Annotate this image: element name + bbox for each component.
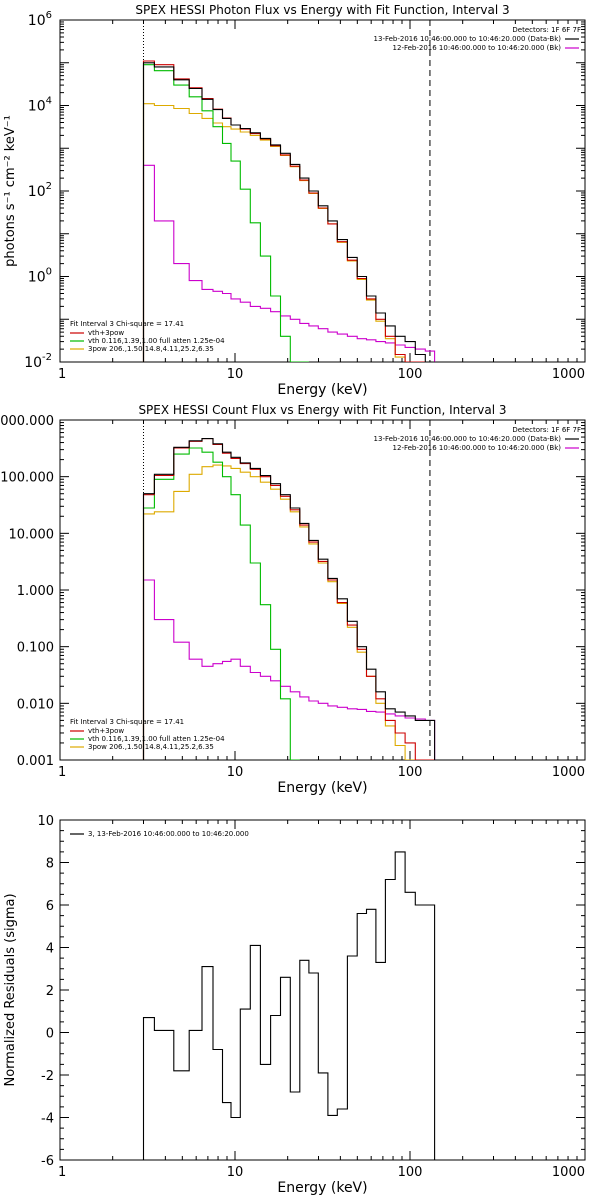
y-tick-label: 0.010 (17, 697, 54, 712)
x-tick-label: 100 (398, 1165, 423, 1180)
y-tick-base: 10 (28, 270, 46, 286)
y-tick-base: 10 (24, 355, 42, 371)
x-axis-label: Energy (keV) (277, 1180, 367, 1196)
series-vth-3pow (142, 60, 435, 362)
x-tick-label: 1000 (552, 367, 585, 382)
x-tick-label: 10 (227, 367, 244, 382)
y-tick-label: 2 (46, 984, 54, 999)
y-tick-label: 100 (28, 267, 52, 286)
y-tick-label: 8 (46, 857, 54, 872)
x-tick-label: 1000 (552, 765, 585, 780)
fit-info-line: vth+3pow (88, 329, 124, 337)
x-tick-label: 1 (58, 1165, 66, 1180)
legend-entry: 3, 13-Feb-2016 10:46:00.000 to 10:46:20.… (88, 830, 249, 838)
legend-entry: 13-Feb-2016 10:46:00.000 to 10:46:20.000… (374, 35, 562, 43)
series-3pow (142, 464, 435, 760)
y-axis-label: photons s⁻¹ cm⁻² keV⁻¹ (3, 115, 18, 267)
y-tick-label: 0.001 (17, 754, 54, 769)
plot-frame (59, 19, 586, 363)
series-vth (142, 64, 309, 362)
y-tick-label: 1000.000 (0, 414, 54, 429)
fit-info-line: vth 0.116,1.39,1.00 full atten 1.25e-04 (88, 735, 225, 743)
fit-info-line: vth+3pow (88, 727, 124, 735)
series-3-13-feb-2016-10-46-00-000-to-10-46-20-000 (142, 851, 436, 1160)
y-tick-label: 104 (28, 96, 52, 115)
y-tick-label: 10.000 (9, 527, 55, 542)
detectors-label: Detectors: 1F 6F 7F (512, 426, 581, 434)
y-tick-label: -4 (41, 1112, 54, 1127)
x-tick-label: 10 (227, 765, 244, 780)
y-tick-base: 10 (28, 13, 46, 29)
legend-entry: 12-Feb-2016 10:46:00.000 to 10:46:20.000… (393, 444, 562, 452)
x-tick-label: 100 (398, 367, 423, 382)
fit-info-line: 3pow 206.,1.50,14.8,4.11,25.2,6.35 (88, 345, 214, 353)
chart-title: SPEX HESSI Count Flux vs Energy with Fit… (138, 403, 506, 417)
y-tick-label: 102 (28, 181, 52, 200)
legend-entry: 13-Feb-2016 10:46:00.000 to 10:46:20.000… (374, 435, 562, 443)
series-bk (142, 579, 436, 760)
y-tick-label: 6 (46, 899, 54, 914)
y-tick-label: 0.100 (17, 641, 54, 656)
fit-info-header: Fit Interval 3 Chi-square = 17.41 (70, 718, 184, 726)
fit-info-line: vth 0.116,1.39,1.00 full atten 1.25e-04 (88, 337, 225, 345)
panel-count: 1 10 100 1000 Energy (keV) 0.001 0.010 0.100 1.0… (0, 403, 586, 796)
plot-frame (59, 819, 586, 1161)
series-data-bk (142, 438, 436, 760)
plot-frame (59, 419, 586, 761)
y-tick-label: 4 (46, 942, 54, 957)
y-tick-label: 1.000 (17, 584, 54, 599)
x-tick-label: 1 (58, 367, 66, 382)
series-bk (142, 164, 436, 362)
y-tick-exp: 2 (46, 181, 52, 192)
y-tick-exp: -2 (42, 352, 52, 363)
y-axis-label: Normalized Residuals (sigma) (3, 893, 18, 1086)
y-tick-exp: 0 (46, 267, 52, 278)
y-tick-label: -2 (41, 1069, 54, 1084)
y-tick-label: 10 (37, 814, 54, 829)
y-tick-base: 10 (28, 99, 46, 115)
series-vth (142, 447, 300, 760)
y-tick-label: 0 (46, 1027, 54, 1042)
chart-title: SPEX HESSI Photon Flux vs Energy with Fi… (135, 3, 509, 17)
series-data-bk (142, 62, 435, 362)
y-tick-base: 10 (28, 184, 46, 200)
detectors-label: Detectors: 1F 6F 7F (512, 26, 581, 34)
x-tick-label: 10 (227, 1165, 244, 1180)
fit-info-line: 3pow 206.,1.50,14.8,4.11,25.2,6.35 (88, 743, 214, 751)
series-3pow (142, 103, 435, 362)
legend-entry: 12-Feb-2016 10:46:00.000 to 10:46:20.000… (393, 44, 562, 52)
y-tick-exp: 6 (46, 10, 52, 21)
fit-info-header: Fit Interval 3 Chi-square = 17.41 (70, 320, 184, 328)
y-tick-label: 100.000 (0, 471, 54, 486)
y-tick-label: -6 (41, 1154, 54, 1169)
x-axis-label: Energy (keV) (277, 780, 367, 796)
x-tick-label: 1 (58, 765, 66, 780)
y-tick-label: 106 (28, 10, 52, 29)
x-axis-label: Energy (keV) (277, 382, 367, 398)
x-tick-label: 100 (398, 765, 423, 780)
x-tick-label: 1000 (552, 1165, 585, 1180)
y-tick-label: 10-2 (24, 352, 52, 371)
series-vth-3pow (142, 438, 435, 760)
y-tick-exp: 4 (46, 96, 52, 107)
panel-resid: 1 10 100 1000 Energy (keV) -6 -4 -2 0 2 4 6 8 10 Norma… (3, 814, 586, 1196)
